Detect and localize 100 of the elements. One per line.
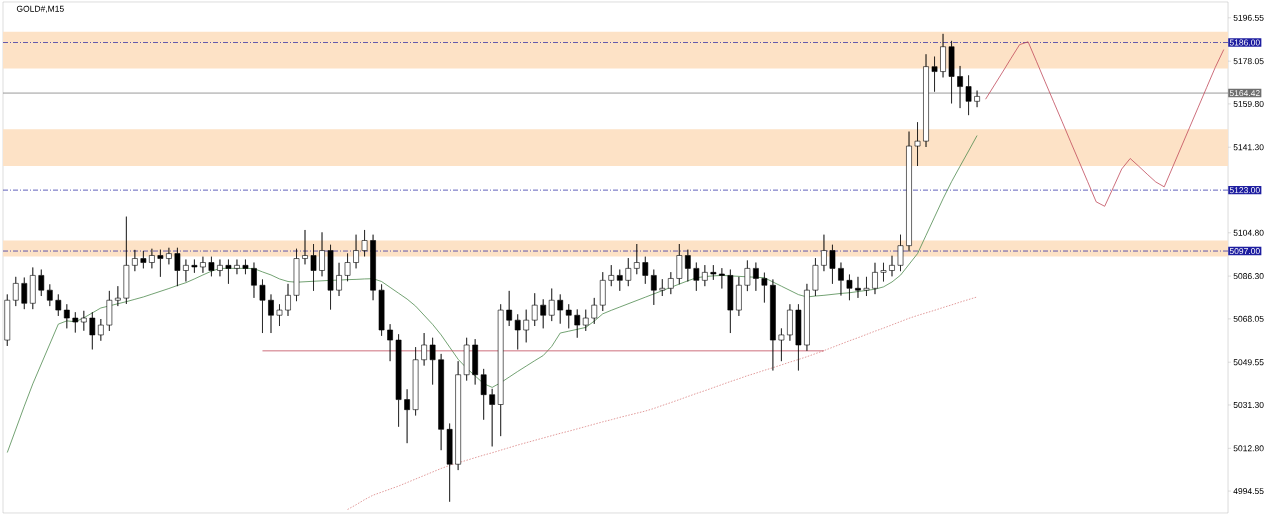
candlestick: [140, 250, 147, 269]
candlestick: [310, 243, 317, 292]
candlestick: [123, 216, 130, 305]
candlestick: [234, 259, 240, 275]
candlestick: [914, 121, 921, 167]
y-tick-label: 5086.30: [1233, 273, 1264, 280]
candlestick: [957, 65, 963, 109]
candlestick: [38, 269, 45, 297]
y-tick-label: 5141.30: [1233, 144, 1264, 151]
candlestick: [676, 243, 683, 285]
candlestick: [693, 262, 700, 292]
ref-line-label: 5164.42: [1229, 90, 1260, 97]
candlestick: [12, 276, 19, 307]
candlestick: [625, 257, 632, 287]
candlestick: [506, 290, 513, 327]
candlestick: [387, 323, 393, 362]
y-tick-label: 5049.55: [1233, 359, 1264, 366]
candlestick: [183, 259, 189, 282]
candlestick: [659, 278, 666, 297]
candlestick: [361, 229, 368, 257]
candlestick: [846, 274, 853, 301]
candlestick: [421, 332, 427, 366]
candlestick: [863, 276, 870, 297]
candlestick: [106, 290, 113, 332]
candlestick: [438, 353, 444, 451]
candlestick: [897, 234, 904, 272]
candlestick: [497, 303, 504, 437]
y-tick-label: 4994.55: [1233, 488, 1264, 495]
candlestick: [174, 247, 181, 287]
candlestick: [514, 314, 521, 350]
candlestick: [667, 271, 674, 295]
candlestick: [225, 259, 232, 285]
candlestick: [285, 283, 291, 317]
candlestick: [115, 285, 121, 307]
candlestick: [872, 262, 878, 295]
candlestick: [761, 272, 768, 303]
candlestick: [812, 257, 819, 297]
candlestick: [319, 232, 325, 277]
candlestick: [378, 284, 385, 337]
candlestick: [616, 269, 623, 292]
candlestick: [582, 309, 589, 332]
candlestick: [21, 277, 28, 310]
candlestick: [753, 262, 759, 292]
candlestick: [412, 346, 419, 416]
candlestick: [684, 249, 691, 282]
candlestick: [557, 294, 564, 324]
y-tick-label: 5104.80: [1233, 229, 1264, 236]
candlestick: [821, 234, 827, 272]
y-tick-label: 5012.80: [1233, 445, 1264, 452]
ref-line-label: 5123.00: [1229, 187, 1260, 194]
candlestick: [974, 90, 980, 108]
candlestick: [633, 243, 640, 275]
candlestick: [540, 299, 547, 329]
candlestick: [29, 267, 36, 310]
ref-line-label: 5186.00: [1229, 39, 1260, 46]
y-tick-label: 5178.05: [1233, 58, 1264, 65]
candlestick: [353, 234, 359, 269]
candlestick: [795, 303, 802, 371]
candlestick: [463, 337, 470, 381]
candlestick: [89, 311, 96, 350]
y-tick-label: 5031.30: [1233, 401, 1264, 408]
candlestick: [327, 244, 334, 310]
candlestick: [744, 260, 751, 292]
candlestick: [599, 271, 606, 312]
candlestick: [829, 244, 836, 285]
candlestick: [242, 259, 249, 275]
y-tick-label: 5196.55: [1233, 14, 1264, 21]
candlestick: [770, 279, 776, 371]
candlestick: [370, 234, 376, 301]
candlestick: [855, 276, 861, 299]
candlestick: [276, 303, 283, 327]
candlestick: [455, 360, 461, 471]
candlestick: [642, 256, 649, 285]
candlestick: [293, 248, 300, 302]
candlestick: [548, 288, 555, 322]
candlestick: [149, 248, 155, 269]
candlestick: [787, 303, 793, 342]
candlestick: [838, 262, 844, 296]
candlestick: [906, 131, 912, 252]
chart-title: GOLD#,M15: [16, 5, 64, 13]
candlestick: [251, 262, 257, 299]
candlestick: [591, 297, 598, 325]
candlestick: [948, 40, 955, 104]
candlestick: [940, 33, 946, 78]
candlestick: [727, 269, 734, 334]
candlestick: [166, 247, 172, 265]
ref-line-label: 5097.00: [1229, 248, 1260, 255]
y-tick-label: 5068.05: [1233, 315, 1264, 322]
candlestick: [336, 262, 342, 297]
candlestick: [778, 328, 785, 362]
candlestick: [719, 267, 725, 289]
candlestick: [268, 294, 274, 334]
candlestick: [429, 337, 436, 385]
candlestick: [191, 259, 198, 274]
candlestick: [880, 262, 887, 282]
candlestick: [574, 309, 581, 339]
candlestick: [889, 255, 895, 277]
candlestick: [97, 318, 104, 342]
candlestick: [608, 264, 615, 287]
candlestick: [72, 311, 79, 333]
